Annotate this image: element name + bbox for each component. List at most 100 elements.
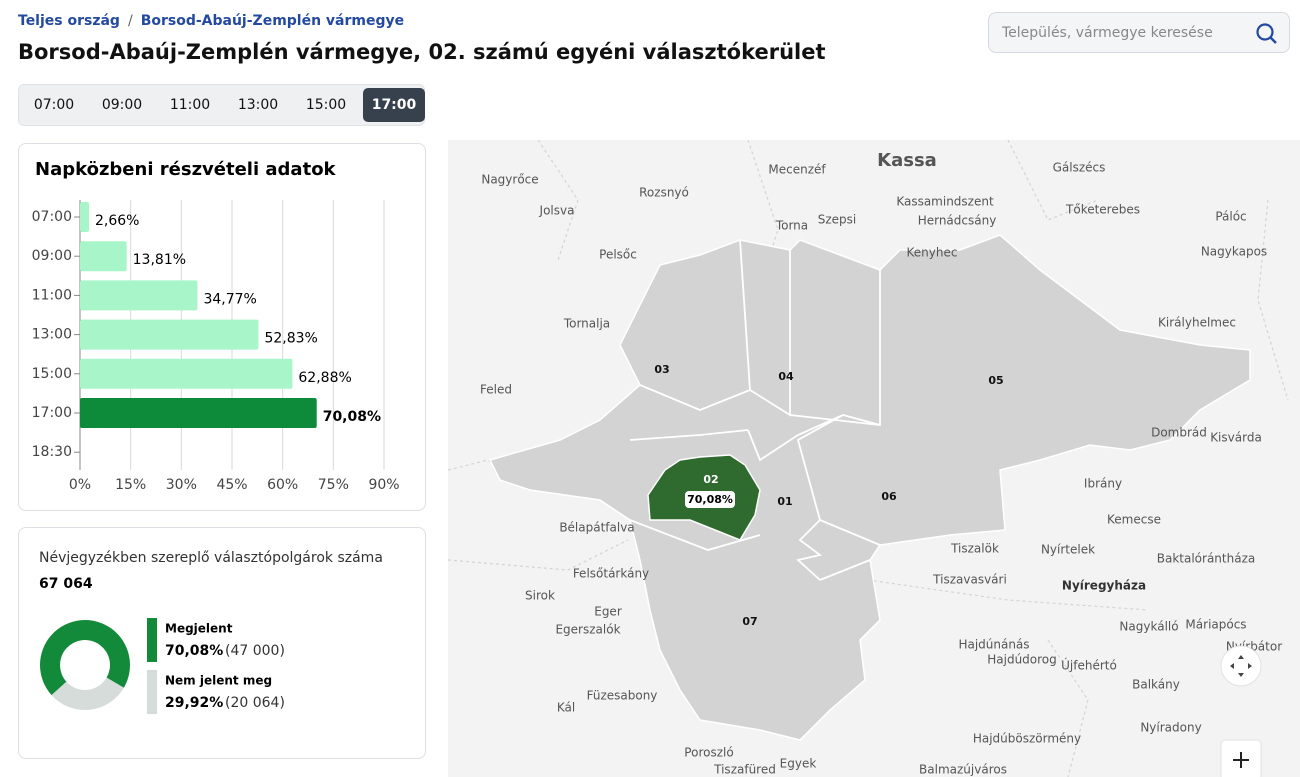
value-label: 62,88% — [298, 370, 351, 386]
breadcrumb-link[interactable]: Teljes ország — [18, 13, 120, 29]
place-name: Nyíradony — [1140, 721, 1201, 735]
highlight-label: 70,08% — [687, 493, 733, 506]
page-title: Borsod-Abaúj-Zemplén vármegye, 02. számú… — [18, 40, 826, 64]
place-name: Kenyhec — [907, 246, 958, 260]
zoom-in-button[interactable] — [1220, 739, 1262, 777]
x-tick-label: 45% — [216, 477, 247, 493]
place-name: Tőketerebes — [1065, 203, 1140, 217]
place-name: Eger — [594, 605, 622, 619]
breadcrumb: Teljes ország / Borsod-Abaúj-Zemplén várme… — [18, 13, 404, 29]
time-tab[interactable]: 11:00 — [169, 97, 211, 113]
place-name: Baktalórántháza — [1157, 552, 1255, 566]
place-name: Dombrád — [1151, 426, 1207, 440]
y-tick-label: 11:00 — [32, 287, 72, 303]
place-name: Nyírtelek — [1041, 543, 1095, 557]
y-tick-label: 15:00 — [32, 366, 72, 382]
donut-slice — [51, 677, 124, 710]
borders — [448, 140, 1289, 777]
value-label: 34,77% — [203, 291, 256, 307]
place-name: Füzesabony — [587, 689, 658, 703]
place-name: Szepsi — [818, 213, 857, 227]
place-name: Rozsnyó — [639, 186, 689, 200]
place-name: Nagykapos — [1201, 245, 1267, 259]
district-label[interactable]: 02 — [703, 473, 718, 486]
place-name: Tornalja — [563, 317, 610, 331]
place-name: Hajdúnánás — [958, 638, 1029, 652]
place-name: Felsőtárkány — [573, 567, 649, 581]
legend-percent: 29,92% — [165, 695, 223, 711]
legend-count: (20 064) — [225, 695, 285, 711]
place-name: Tiszalök — [950, 542, 999, 556]
donut-slice — [40, 620, 130, 696]
bar — [80, 202, 89, 232]
registered-label: Névjegyzékben szereplő választópolgárok … — [39, 550, 383, 566]
place-name: Kemecse — [1107, 513, 1161, 527]
place-name: Pelsőc — [599, 248, 637, 262]
place-name: Ibrány — [1084, 477, 1122, 491]
legend-swatch — [147, 670, 157, 714]
district-label[interactable]: 06 — [881, 490, 897, 503]
time-tab[interactable]: 17:00 — [363, 88, 425, 122]
bar — [80, 280, 198, 311]
y-tick-label: 13:00 — [32, 327, 72, 343]
donut-chart: Névjegyzékben szereplő választópolgárok … — [39, 550, 383, 714]
place-name: Jolsva — [539, 204, 575, 218]
place-name: Hajdúdorog — [987, 653, 1057, 667]
district-label[interactable]: 05 — [988, 374, 1003, 387]
district-label[interactable]: 01 — [777, 495, 792, 508]
time-tab[interactable]: 07:00 — [33, 97, 75, 113]
place-name: Kál — [557, 701, 575, 715]
place-name: Hernádcsány — [918, 214, 997, 228]
place-name: Nagyrőce — [481, 173, 538, 187]
district-borders — [629, 239, 881, 581]
registered-panel — [18, 527, 426, 759]
x-tick-label: 90% — [368, 477, 399, 493]
breadcrumb-link[interactable]: Borsod-Abaúj-Zemplén vármegye — [140, 13, 405, 29]
legend-count: (47 000) — [225, 643, 285, 659]
place-name: Királyhelmec — [1158, 316, 1236, 330]
place-name: Mecenzéf — [768, 163, 826, 177]
x-tick-label: 30% — [166, 477, 197, 493]
place-name: Nyíregyháza — [1062, 579, 1146, 593]
search-box[interactable]: Település, vármegye keresése — [988, 12, 1290, 53]
value-label: 70,08% — [323, 409, 381, 425]
value-label: 52,83% — [264, 331, 317, 347]
value-label: 2,66% — [95, 213, 139, 229]
y-tick-label: 18:30 — [32, 444, 72, 460]
y-tick-label: 09:00 — [32, 248, 72, 264]
x-tick-label: 15% — [115, 477, 146, 493]
district-label[interactable]: 04 — [778, 370, 794, 383]
place-name: Hajdúböszörmény — [973, 732, 1081, 746]
place-name: Nagykálló — [1119, 620, 1178, 634]
place-name: Balkány — [1132, 678, 1180, 692]
county-area — [488, 234, 1251, 741]
place-name: Pálóc — [1215, 210, 1246, 224]
bar — [80, 319, 259, 350]
recenter-button[interactable] — [1220, 645, 1262, 687]
place-name: Újfehértó — [1061, 658, 1117, 673]
place-name: Poroszló — [684, 746, 733, 760]
map[interactable]: Kassa Nagyrőce Rozsnyó Mecenzéf Gálszécs Jols… — [448, 140, 1300, 777]
legend-swatch — [147, 618, 157, 662]
time-tabs: 07:00 09:00 11:00 13:00 15:00 17:00 — [18, 84, 425, 126]
button-bg — [1220, 645, 1262, 687]
district-label[interactable]: 07 — [742, 615, 757, 628]
place-name: Kassa — [877, 150, 937, 171]
highlight-badge — [685, 491, 735, 508]
place-name: Bélapátfalva — [559, 521, 634, 535]
bar — [80, 358, 293, 389]
place-name: Balmazújváros — [919, 763, 1007, 777]
time-tab[interactable]: 09:00 — [101, 97, 143, 113]
time-tab[interactable]: 15:00 — [305, 97, 347, 113]
search-placeholder: Település, vármegye keresése — [1002, 25, 1213, 41]
place-name: Egerszalók — [555, 623, 620, 637]
place-name: Kisvárda — [1210, 431, 1262, 445]
place-name: Sirok — [525, 589, 555, 603]
place-name: Torna — [775, 219, 808, 233]
legend-percent: 70,08% — [165, 643, 223, 659]
time-tab[interactable]: 13:00 — [237, 97, 279, 113]
district-label[interactable]: 03 — [654, 363, 669, 376]
map-labels: Kassa Nagyrőce Rozsnyó Mecenzéf Gálszécs Jols… — [480, 150, 1282, 777]
